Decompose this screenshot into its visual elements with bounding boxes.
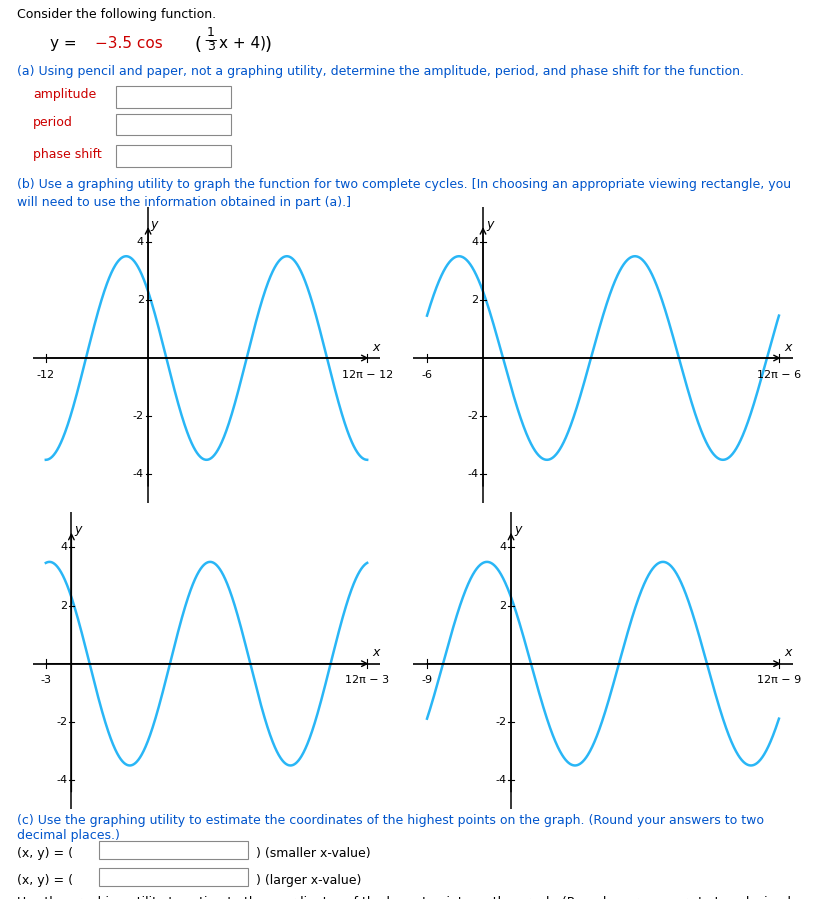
Text: 12π − 3: 12π − 3: [345, 675, 389, 685]
Text: phase shift: phase shift: [33, 147, 102, 161]
Text: x + 4): x + 4): [219, 36, 266, 50]
Text: decimal places.): decimal places.): [17, 829, 120, 841]
Text: will need to use the information obtained in part (a).]: will need to use the information obtaine…: [17, 196, 350, 209]
FancyBboxPatch shape: [116, 86, 231, 108]
FancyBboxPatch shape: [99, 868, 248, 886]
Text: 12π − 12: 12π − 12: [341, 369, 393, 379]
Text: 1: 1: [206, 26, 215, 39]
Text: 2: 2: [471, 295, 478, 305]
Text: y =: y =: [50, 36, 81, 50]
Text: -4: -4: [56, 775, 67, 785]
Text: -4: -4: [468, 469, 478, 479]
Text: -2: -2: [56, 717, 67, 727]
Text: Consider the following function.: Consider the following function.: [17, 8, 216, 21]
Text: y: y: [74, 523, 81, 537]
Text: x: x: [785, 341, 792, 353]
Text: -12: -12: [37, 369, 55, 379]
Text: —: —: [205, 33, 217, 47]
Text: -6: -6: [421, 369, 433, 379]
Text: y: y: [486, 218, 493, 231]
Text: 3: 3: [206, 40, 215, 52]
Text: ): ): [264, 36, 271, 54]
Text: 4: 4: [499, 542, 506, 552]
Text: amplitude: amplitude: [33, 88, 97, 102]
Text: -2: -2: [133, 411, 144, 422]
Text: (x, y) = (: (x, y) = (: [17, 847, 73, 859]
Text: -4: -4: [496, 775, 506, 785]
Text: -4: -4: [133, 469, 144, 479]
Text: 12π − 9: 12π − 9: [757, 675, 801, 685]
Text: -2: -2: [468, 411, 478, 422]
Text: -3: -3: [40, 675, 51, 685]
Text: (: (: [194, 36, 201, 54]
Text: 12π − 6: 12π − 6: [757, 369, 801, 379]
Text: (a) Using pencil and paper, not a graphing utility, determine the amplitude, per: (a) Using pencil and paper, not a graphi…: [17, 66, 743, 78]
Text: (b) Use a graphing utility to graph the function for two complete cycles. [In ch: (b) Use a graphing utility to graph the …: [17, 178, 790, 191]
FancyBboxPatch shape: [116, 146, 231, 167]
Text: (c) Use the graphing utility to estimate the coordinates of the highest points o: (c) Use the graphing utility to estimate…: [17, 814, 763, 826]
Text: 2: 2: [137, 295, 144, 305]
Text: 4: 4: [60, 542, 67, 552]
Text: 2: 2: [499, 601, 506, 610]
Text: x: x: [785, 646, 792, 659]
Text: −3.5 cos: −3.5 cos: [95, 36, 163, 50]
Text: 2: 2: [60, 601, 67, 610]
Text: ) (larger x-value): ) (larger x-value): [256, 874, 362, 886]
Text: -2: -2: [496, 717, 506, 727]
FancyBboxPatch shape: [99, 841, 248, 859]
Text: (x, y) = (: (x, y) = (: [17, 874, 73, 886]
Text: x: x: [373, 646, 380, 659]
Text: y: y: [514, 523, 521, 537]
FancyBboxPatch shape: [116, 113, 231, 136]
Text: y: y: [150, 218, 158, 231]
Text: 4: 4: [137, 236, 144, 246]
Text: -9: -9: [421, 675, 433, 685]
Text: ) (smaller x-value): ) (smaller x-value): [256, 847, 371, 859]
Text: 4: 4: [471, 236, 478, 246]
Text: Use the graphing utility to estimate the coordinates of the lowest points on the: Use the graphing utility to estimate the…: [17, 896, 790, 899]
Text: period: period: [33, 116, 73, 129]
Text: x: x: [373, 341, 380, 353]
